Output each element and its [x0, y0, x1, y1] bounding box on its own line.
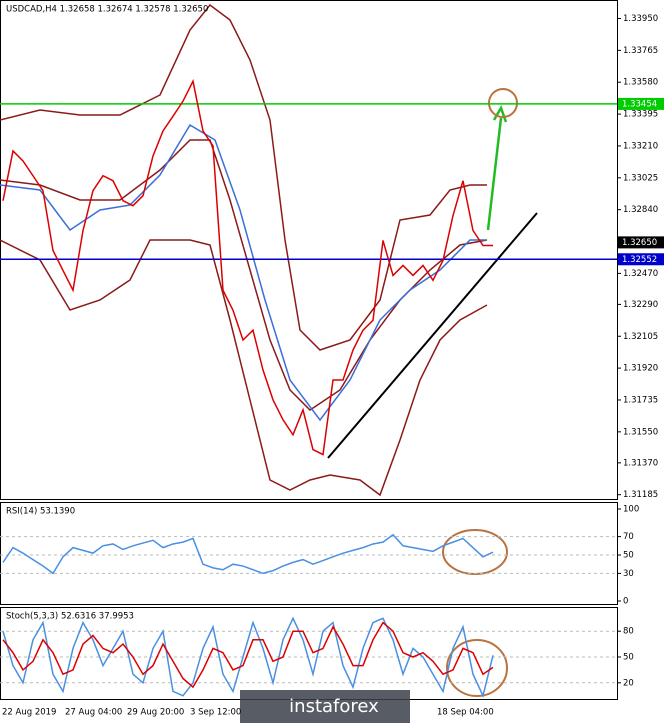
y-tick-label: 1.32105 — [623, 332, 658, 342]
price-label-box — [618, 253, 664, 266]
series-line — [2, 616, 494, 698]
y-tick-label: 0 — [623, 597, 628, 607]
y-tick-label: 50 — [623, 551, 634, 561]
trend-line — [327, 212, 538, 459]
y-tick-label: 1.31735 — [623, 395, 658, 405]
y-tick-label: 1.31550 — [623, 427, 658, 437]
stoch-panel — [0, 607, 618, 700]
y-tick-label: 1.33765 — [623, 46, 658, 56]
price-label: 1.32552 — [622, 255, 657, 265]
y-tick-label: 1.33580 — [623, 78, 658, 88]
price-label: 1.33454 — [622, 99, 657, 109]
time-label: 29 Aug 20:00 — [127, 708, 184, 718]
price-label-box — [618, 236, 664, 249]
indicator-title: Stoch(5,3,3) 52.6316 37.9953 — [6, 612, 134, 622]
y-tick-label: 1.33025 — [623, 173, 658, 183]
time-label: 18 Sep 04:00 — [437, 708, 494, 718]
y-tick-label: 1.33210 — [623, 141, 658, 151]
rsi-circle — [442, 529, 508, 575]
y-tick-label: 80 — [623, 627, 634, 637]
target-arrow — [486, 117, 503, 231]
moving-average — [0, 123, 487, 422]
rsi-panel — [0, 502, 618, 605]
watermark: instaforex — [289, 696, 379, 717]
y-tick-label: 1.32840 — [623, 205, 658, 215]
y-tick-label: 1.31185 — [623, 490, 658, 500]
y-tick-label: 1.33950 — [623, 14, 658, 24]
y-tick-label: 50 — [623, 653, 634, 663]
watermark-bg — [240, 690, 410, 723]
lower-band — [0, 239, 488, 497]
main-panel — [0, 0, 618, 500]
symbol-header: USDCAD,H4 1.32658 1.32674 1.32578 1.3265… — [6, 5, 208, 15]
y-tick-label: 100 — [623, 505, 639, 515]
y-tick-label: 1.31370 — [623, 458, 658, 468]
target-circle — [488, 88, 518, 118]
series-line — [2, 78, 493, 456]
time-label: 3 Sep 12:00 — [190, 708, 241, 718]
indicators — [0, 3, 488, 497]
stoch-circle — [446, 639, 508, 697]
price-label: 1.32650 — [622, 238, 657, 248]
y-tick-label: 1.31920 — [623, 364, 658, 374]
indicator-title: RSI(14) 53.1390 — [6, 507, 75, 517]
series-line — [2, 533, 494, 575]
y-tick-label: 1.32470 — [623, 269, 658, 279]
time-label: 22 Aug 2019 — [2, 708, 56, 718]
y-tick-label: 20 — [623, 678, 634, 688]
y-tick-label: 1.33395 — [623, 110, 658, 120]
series-line — [2, 621, 494, 689]
time-label: 27 Aug 04:00 — [65, 708, 122, 718]
y-tick-label: 70 — [623, 532, 634, 542]
upper-band — [0, 3, 487, 351]
price-label-box — [618, 97, 664, 110]
y-tick-label: 1.32290 — [623, 300, 658, 310]
y-tick-label: 30 — [623, 569, 634, 579]
